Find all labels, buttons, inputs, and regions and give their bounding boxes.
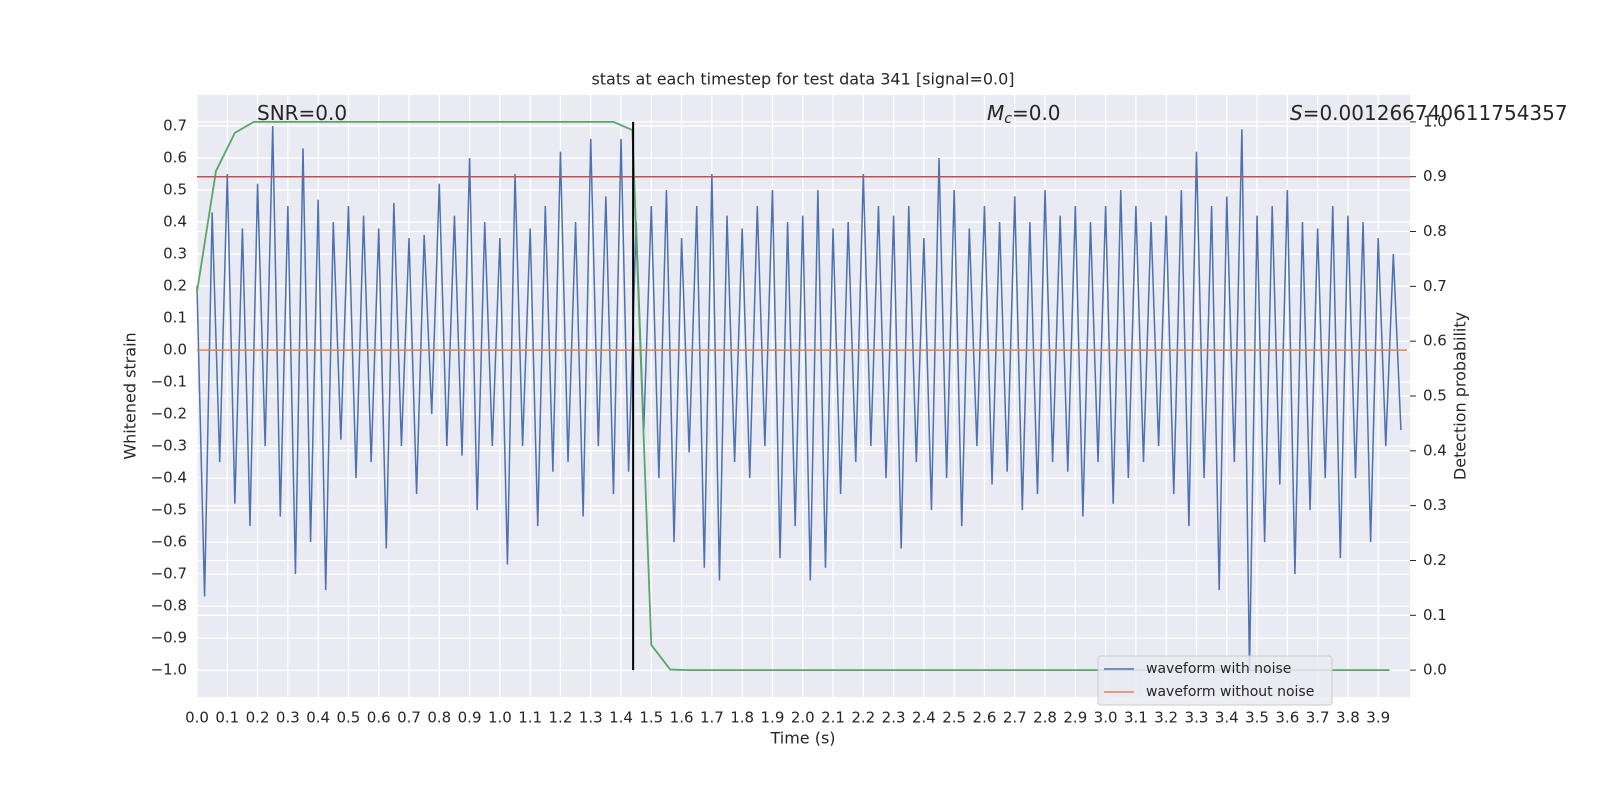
x-tick-label: 3.9 (1366, 709, 1390, 727)
annotation-symbol: S (1290, 101, 1303, 125)
y-tick-label: 0.7 (163, 117, 187, 135)
y-tick-label: −0.2 (151, 405, 187, 423)
y2-tick-label: 0.2 (1423, 551, 1447, 569)
x-axis-label: Time (s) (769, 729, 835, 748)
y2-tick-label: 0.5 (1423, 387, 1447, 405)
legend-label: waveform without noise (1146, 684, 1314, 700)
annotation: SNR=0.0 (257, 101, 347, 125)
x-tick-label: 1.7 (700, 709, 724, 727)
x-tick-label: 0.2 (246, 709, 270, 727)
x-tick-label: 0.6 (367, 709, 391, 727)
x-tick-label: 2.8 (1033, 709, 1057, 727)
annotation-text: SNR=0.0 (257, 101, 347, 125)
y-tick-label: 0.1 (163, 309, 187, 327)
y2-tick-label: 0.8 (1423, 222, 1447, 240)
y-tick-label: −0.5 (151, 501, 187, 519)
y-tick-label: 0.3 (163, 245, 187, 263)
x-tick-label: 1.0 (488, 709, 512, 727)
x-tick-label: 2.6 (973, 709, 997, 727)
x-tick-label: 1.8 (730, 709, 754, 727)
annotation-text: =0.001266740611754357 (1303, 101, 1568, 125)
x-tick-label: 2.3 (882, 709, 906, 727)
y-tick-label: 0.2 (163, 277, 187, 295)
x-tick-label: 0.9 (458, 709, 482, 727)
x-tick-label: 1.4 (609, 709, 633, 727)
x-tick-label: 2.0 (791, 709, 815, 727)
x-tick-label: 3.8 (1336, 709, 1360, 727)
x-tick-label: 1.9 (761, 709, 785, 727)
chart-title: stats at each timestep for test data 341… (591, 70, 1014, 89)
y-tick-label: −0.3 (151, 437, 187, 455)
y-axis-label: Whitened strain (121, 332, 140, 459)
y-tick-label: −0.8 (151, 597, 187, 615)
y2-tick-label: 0.7 (1423, 277, 1447, 295)
y-tick-label: −0.1 (151, 373, 187, 391)
y2-axis-label: Detection probability (1451, 312, 1470, 480)
annotation: Mc=0.0 (987, 101, 1061, 128)
x-tick-label: 3.5 (1245, 709, 1269, 727)
x-tick-label: 1.6 (670, 709, 694, 727)
x-tick-label: 2.7 (1003, 709, 1027, 727)
x-tick-label: 0.0 (185, 709, 209, 727)
y-tick-label: 0.6 (163, 149, 187, 167)
y2-tick-label: 0.1 (1423, 606, 1447, 624)
y2-tick-label: 0.9 (1423, 167, 1447, 185)
y-tick-label: −0.9 (151, 629, 187, 647)
annotation-subscript: c (1004, 111, 1012, 127)
x-tick-label: 1.3 (579, 709, 603, 727)
annotation-text: =0.0 (1012, 101, 1061, 125)
y-tick-label: 0.4 (163, 213, 187, 231)
series-line (196, 126, 1402, 671)
legend-label: waveform with noise (1146, 661, 1291, 677)
x-tick-label: 0.3 (276, 709, 300, 727)
x-tick-label: 0.4 (306, 709, 330, 727)
y2-tick-label: 1.0 (1423, 112, 1447, 130)
y2-tick-label: 0.4 (1423, 441, 1447, 459)
annotation: S=0.001266740611754357 (1290, 101, 1568, 125)
annotation-symbol: M (987, 101, 1004, 125)
x-tick-label: 0.1 (215, 709, 239, 727)
x-tick-label: 3.3 (1185, 709, 1209, 727)
y-tick-label: −0.6 (151, 533, 187, 551)
y-tick-label: 0.0 (163, 341, 187, 359)
x-tick-label: 1.1 (518, 709, 542, 727)
x-tick-label: 1.5 (639, 709, 663, 727)
x-tick-label: 1.2 (549, 709, 573, 727)
x-tick-label: 2.5 (942, 709, 966, 727)
x-tick-label: 2.9 (1063, 709, 1087, 727)
x-tick-label: 3.6 (1275, 709, 1299, 727)
x-tick-label: 3.1 (1124, 709, 1148, 727)
x-tick-label: 3.0 (1094, 709, 1118, 727)
x-tick-label: 3.7 (1306, 709, 1330, 727)
x-tick-label: 0.8 (427, 709, 451, 727)
y-tick-label: −1.0 (151, 661, 187, 679)
x-tick-label: 2.2 (851, 709, 875, 727)
x-tick-label: 3.2 (1154, 709, 1178, 727)
x-tick-label: 0.7 (397, 709, 421, 727)
y2-tick-label: 0.3 (1423, 496, 1447, 514)
y2-tick-label: 0.6 (1423, 332, 1447, 350)
x-tick-label: 3.4 (1215, 709, 1239, 727)
x-tick-label: 0.5 (337, 709, 361, 727)
x-tick-label: 2.1 (821, 709, 845, 727)
legend-box (1097, 655, 1333, 706)
y-tick-label: 0.5 (163, 181, 187, 199)
y-tick-label: −0.4 (151, 469, 187, 487)
y-tick-label: −0.7 (151, 565, 187, 583)
x-tick-label: 2.4 (912, 709, 936, 727)
y2-tick-label: 0.0 (1423, 661, 1447, 679)
